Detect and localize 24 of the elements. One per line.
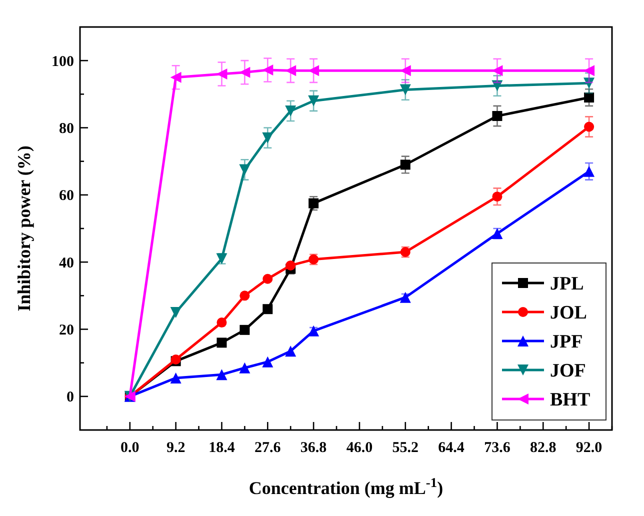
x-tick-label: 55.2 [392,440,419,456]
x-axis-title: Concentration (mg mL$^{-1}$) [248,474,444,498]
legend-label: JOF [550,360,586,382]
legend-label: BHT [550,390,590,411]
x-tick-label: 73.6 [484,440,511,456]
y-tick-label: 100 [52,54,74,70]
x-tick-label: 64.4 [438,440,465,456]
legend-label: JOL [550,302,587,324]
x-tick-label: 27.6 [254,440,282,456]
y-axis-title: Inhibitory power (%) [14,146,34,312]
x-tick-label: 46.0 [346,440,373,456]
x-tick-label: 36.8 [300,440,327,456]
y-tick-label: 20 [59,322,74,338]
y-tick-label: 60 [59,188,74,204]
x-tick-label: 82.8 [530,440,556,456]
x-tick-label: 92.0 [576,440,602,456]
x-tick-label: 18.4 [208,440,236,456]
x-tick-label: 9.2 [166,440,186,456]
legend-label: JPF [550,332,583,353]
legend-label: JPL [550,274,584,295]
y-tick-label: 40 [59,255,74,272]
y-tick-label: 0 [66,390,74,406]
y-tick-label: 80 [59,121,74,137]
x-tick-label: 0.0 [120,440,140,456]
